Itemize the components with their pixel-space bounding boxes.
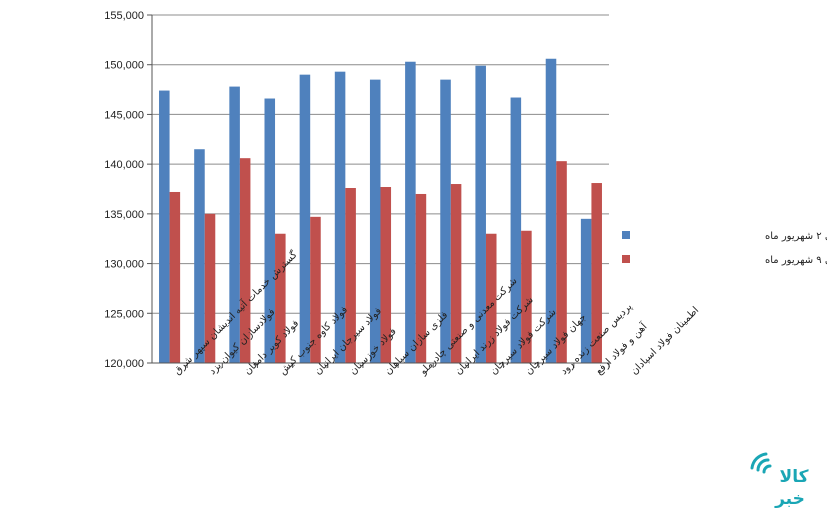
- bar-series-2: [275, 233, 286, 363]
- bar-series-2: [169, 191, 181, 363]
- legend-entry: قیمت پایانی ۲ شهریور ماه: [765, 231, 827, 242]
- bar-series-2: [415, 193, 427, 363]
- axes: [151, 15, 609, 364]
- bar-series-2: [556, 161, 567, 363]
- bar-series-1: [580, 218, 592, 363]
- y-tick-label: 155,000: [104, 10, 144, 22]
- bar-series-2: [204, 213, 216, 363]
- y-tick-label: 140,000: [104, 159, 144, 171]
- bar-series-2: [380, 187, 392, 363]
- bar-series-1: [369, 79, 381, 363]
- bar-series-1: [510, 97, 522, 364]
- bar-series-1: [545, 58, 557, 364]
- logo-text-top: کالا: [780, 467, 809, 487]
- bar-series-1: [334, 71, 346, 363]
- bar-series-1: [475, 65, 486, 364]
- y-tick-label: 120,000: [104, 358, 144, 370]
- bar-series-2: [485, 233, 497, 363]
- y-tick-label: 150,000: [104, 60, 144, 72]
- y-tick-label: 130,000: [104, 259, 144, 271]
- bar-series-2: [450, 184, 462, 363]
- site-logo: کالا خبر: [750, 452, 822, 509]
- legend: قیمت پایانی ۲ شهریور ماه قیمت پایانی ۹ شه…: [622, 231, 827, 266]
- bar-series-1: [405, 61, 416, 363]
- legend-entry: قیمت پایانی ۹ شهریور ماه: [765, 255, 827, 266]
- y-axis-ticks: 155,000 150,000 145,000 140,000 135,000 130,0…: [104, 10, 152, 370]
- y-tick-label: 125,000: [104, 308, 144, 320]
- legend-swatch: [622, 255, 630, 263]
- bar-series-1: [299, 74, 311, 364]
- bar-series-2: [521, 230, 532, 363]
- bar-series-2: [345, 188, 356, 363]
- bar-series-1: [194, 149, 205, 363]
- bar-series-2: [310, 216, 321, 363]
- bar-series-1: [440, 79, 451, 363]
- bar-series-1: [159, 90, 170, 364]
- wifi-signal-icon: [750, 452, 772, 474]
- bar-series-1: [229, 86, 240, 364]
- legend-swatch: [622, 231, 630, 239]
- logo-text-bottom: خبر: [774, 489, 805, 508]
- bar-series-2: [591, 183, 602, 363]
- bar-series-1: [264, 98, 276, 364]
- bar-series-2: [239, 158, 251, 363]
- bars: [159, 58, 602, 364]
- x-category-label: اطمینان فولاد اسپادان: [629, 305, 701, 377]
- y-tick-label: 135,000: [104, 209, 144, 221]
- y-tick-label: 145,000: [104, 109, 144, 121]
